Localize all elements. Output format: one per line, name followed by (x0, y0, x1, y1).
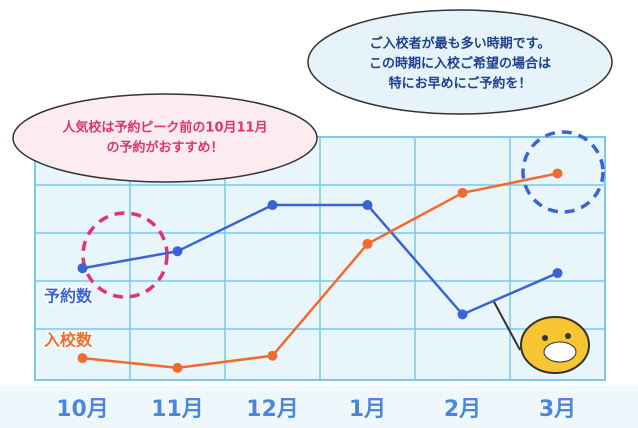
x-tick-label: 1月 (349, 397, 386, 422)
mascot (492, 299, 590, 374)
highlight-circle (81, 211, 169, 299)
legend-label: 入校数 (44, 331, 93, 350)
annotation: の予約がおすすめ！ (106, 140, 223, 156)
point (172, 246, 183, 257)
point (362, 200, 373, 211)
annotation: 人気校は予約ピーク前の10月11月 (62, 120, 267, 136)
point (172, 362, 183, 373)
highlight-circle (521, 130, 605, 214)
legend-label: 予約数 (44, 287, 93, 306)
annotation: ご入校者が最も多い時期です。 (370, 36, 551, 52)
grid (35, 137, 605, 380)
axis-band (0, 386, 638, 428)
callout (307, 9, 613, 115)
point (267, 200, 278, 211)
x-tick-label: 3月 (539, 397, 576, 422)
point (77, 353, 88, 364)
point (457, 187, 468, 198)
x-tick-label: 10月 (56, 397, 109, 422)
point (267, 350, 278, 361)
callout (12, 93, 318, 183)
x-tick-label: 12月 (246, 397, 299, 422)
series-line (82, 172, 558, 370)
x-tick-label: 2月 (444, 397, 481, 422)
point (552, 268, 563, 279)
annotation: 特にお早めにご予約を！ (389, 76, 532, 92)
point (457, 309, 468, 320)
point (552, 168, 563, 179)
series-line (82, 203, 558, 316)
point (77, 263, 88, 274)
x-tick-label: 11月 (151, 397, 204, 422)
point (362, 238, 373, 249)
annotation: この時期に入校ご希望の場合は (369, 56, 551, 72)
